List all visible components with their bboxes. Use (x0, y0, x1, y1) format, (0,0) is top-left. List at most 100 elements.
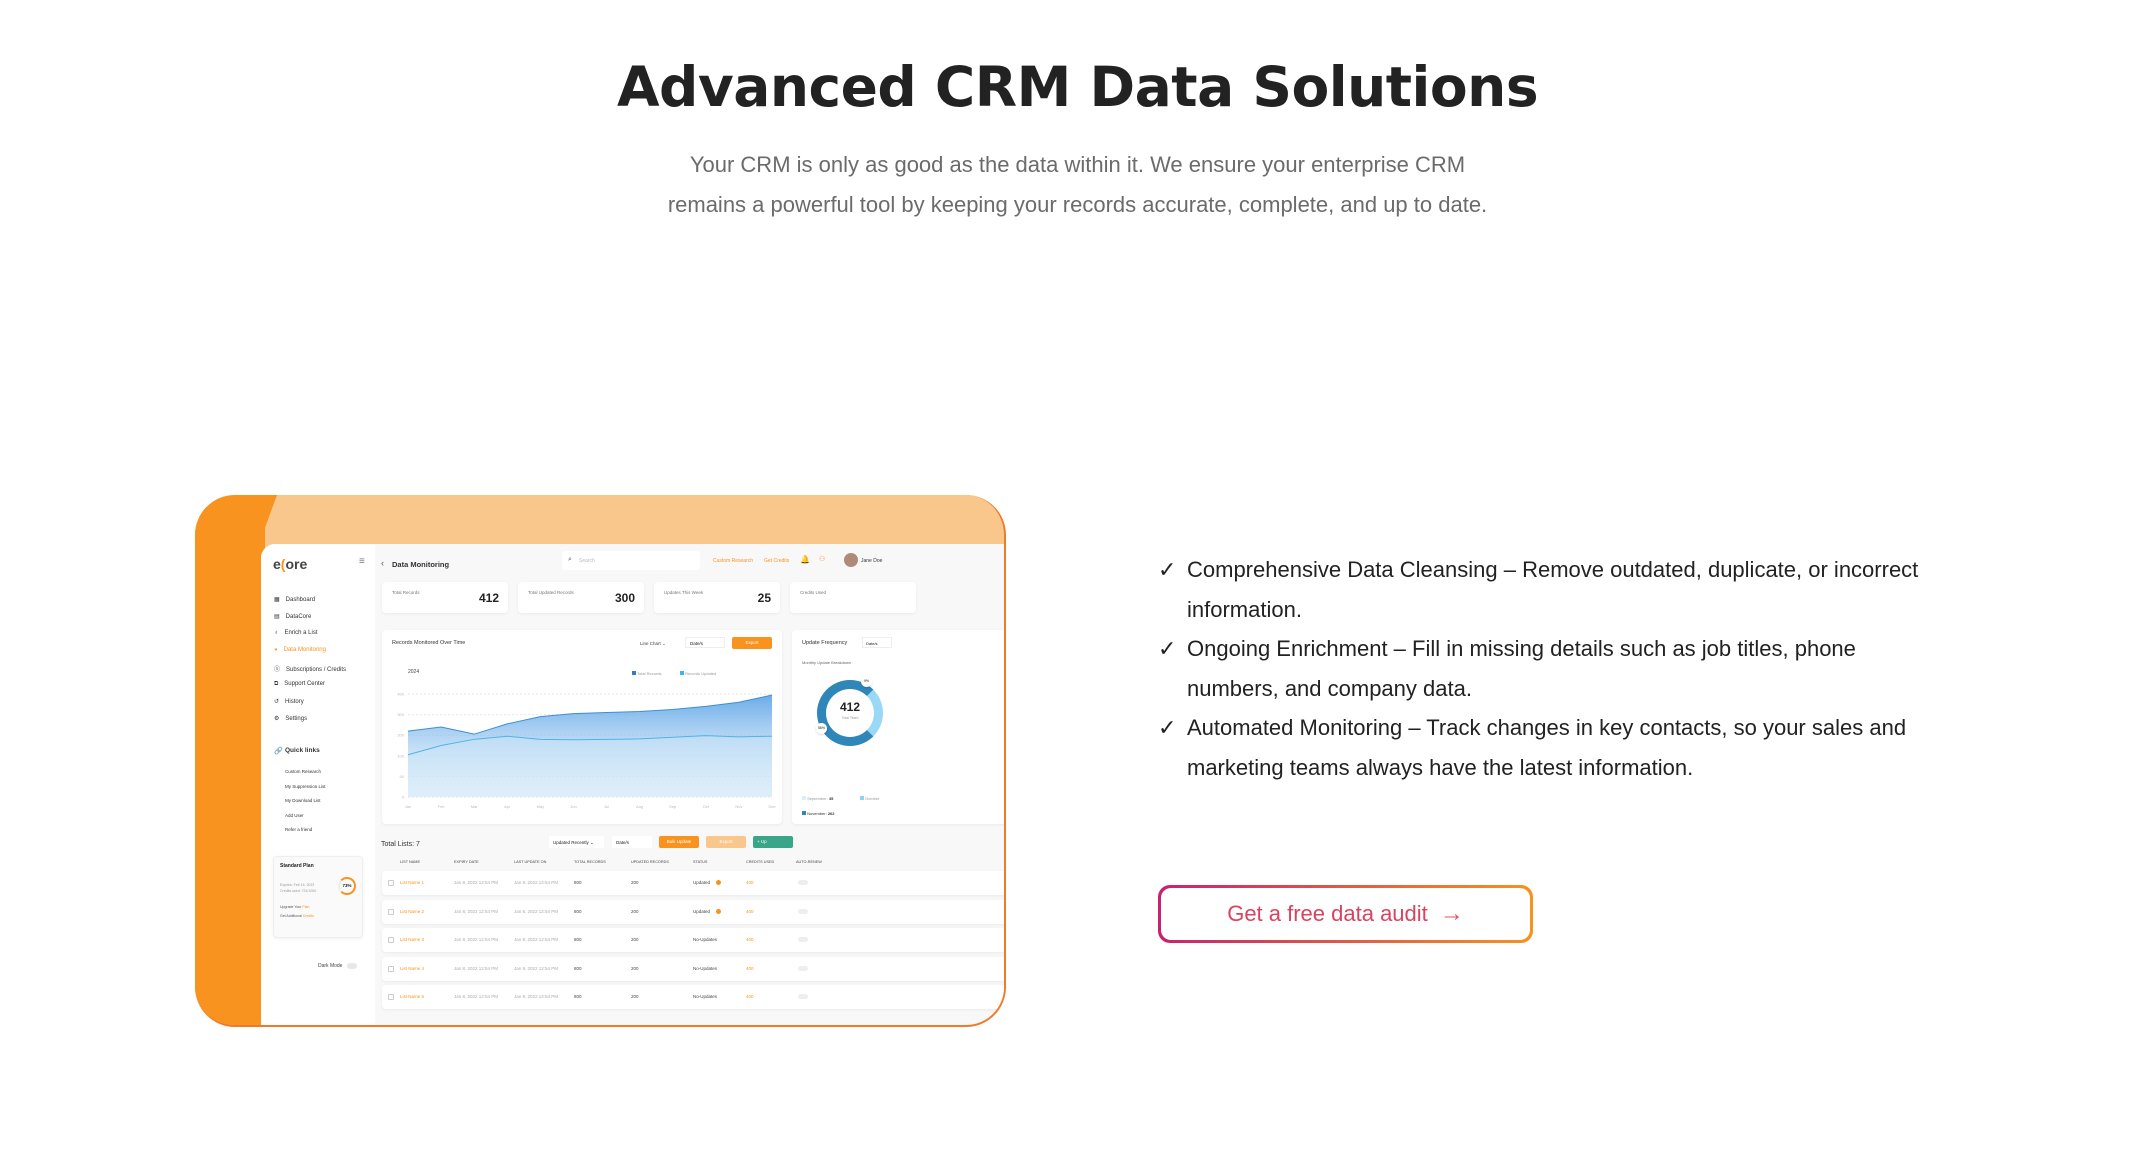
stat-label: Updates This Week (664, 590, 704, 595)
feature-text: Automated Monitoring – Track changes in … (1187, 715, 1907, 780)
bell-icon[interactable]: 🔔 (800, 555, 810, 564)
chart-type-value: Line Chart (640, 641, 661, 646)
sidebar-item-data-monitoring[interactable]: ◕ Data Monitoring (274, 647, 326, 653)
quick-link[interactable]: Add User (285, 812, 304, 818)
quick-link[interactable]: My Suppression List (285, 783, 326, 789)
dark-mode-toggle[interactable] (347, 963, 357, 969)
sidebar-item-icon: ▤ (274, 614, 280, 620)
table-cell: Jan 8, 2022 12:54 PM (454, 937, 499, 942)
sidebar-item-dashboard[interactable]: ▦ Dashboard (274, 596, 315, 603)
auto-renew-toggle[interactable] (798, 880, 808, 885)
upgrade-plan-link[interactable]: Plan (302, 905, 310, 909)
free-data-audit-button[interactable]: Get a free data audit → (1158, 885, 1533, 943)
stat-label: Total Updated Records (528, 590, 574, 595)
custom-research-link[interactable]: Custom Research (713, 558, 754, 564)
row-checkbox[interactable] (388, 937, 394, 943)
row-checkbox[interactable] (388, 994, 394, 1000)
x-tick-label: Aug (636, 804, 643, 809)
subtitle-line-2: remains a powerful tool by keeping your … (667, 192, 1488, 217)
sidebar-item-label: Data Monitoring (283, 647, 326, 653)
bulk-update-button[interactable]: Bulk Update (659, 836, 699, 848)
column-header[interactable]: TOTAL RECORDS (574, 860, 606, 864)
table-cell[interactable]: List Name 1 (400, 880, 425, 885)
table-row: List Name 5 Jan 8, 2022 12:54 PM Jan 8, 20… (382, 985, 1004, 1009)
sidebar-item-datacore[interactable]: ▤ DataCore (274, 613, 311, 620)
plan-card: Standard Plan Expires: Feb 14, 2023 Cred… (273, 856, 363, 938)
search-input[interactable]: ⌕ Search (562, 551, 700, 570)
donut-center-value: 412 (839, 700, 861, 714)
sidebar-item-label: History (285, 699, 304, 705)
row-checkbox[interactable] (388, 880, 394, 886)
table-cell: 200 (631, 908, 639, 914)
add-update-button[interactable]: + Up (753, 836, 793, 848)
auto-renew-toggle[interactable] (798, 965, 808, 971)
chart-type-select[interactable]: Line Chart ⌄ (640, 641, 666, 646)
sidebar-item-settings[interactable]: ⚙ Settings (274, 715, 307, 722)
menu-icon[interactable]: ≡ (359, 556, 365, 567)
column-header[interactable]: LIST NAME (400, 860, 420, 864)
column-header[interactable]: EXPIRY DATE (454, 860, 479, 864)
sidebar-item-history[interactable]: ↺ History (274, 698, 304, 705)
row-checkbox[interactable] (388, 965, 394, 972)
table-cell[interactable]: List Name 4 (400, 965, 425, 971)
credits-link[interactable]: Credits (302, 914, 314, 918)
table-row: List Name 3 Jan 8, 2022 12:54 PM Jan 8, 20… (382, 928, 1004, 952)
row-checkbox[interactable] (388, 908, 394, 915)
chart-card: Records Monitored Over Time Line Chart ⌄… (382, 630, 782, 824)
link-icon: 🔗 (274, 748, 283, 755)
user-icon[interactable]: ⚇ (819, 556, 826, 563)
page-title: Advanced CRM Data Solutions (616, 55, 1539, 119)
stat-card: Credits Used (790, 582, 916, 613)
table-cell: Jan 8, 2022 12:54 PM (454, 965, 499, 971)
feature-item: ✓ Ongoing Enrichment – Fill in missing de… (1158, 629, 1938, 709)
auto-renew-toggle[interactable] (798, 937, 808, 942)
column-header[interactable]: LAST UPDATE ON (514, 860, 547, 864)
frequency-subtitle: Monthly Update Breakdown (802, 660, 852, 665)
table-cell[interactable]: List Name 2 (400, 908, 425, 914)
frequency-date-input[interactable]: Date/s (862, 637, 892, 648)
column-header[interactable]: UPDATED RECORDS (631, 860, 669, 864)
table-cell[interactable]: List Name 5 (400, 994, 425, 999)
sidebar-item-enrich-a-list[interactable]: ♁ Enrich a List (274, 630, 318, 636)
quick-link[interactable]: Refer a friend (285, 827, 313, 832)
table-cell: Jan 8, 2022 12:54 PM (514, 965, 559, 971)
plan-progress-ring: 73% (338, 877, 356, 895)
table-row: List Name 1 Jan 8, 2022 12:54 PM Jan 8, 20… (382, 871, 1004, 895)
table-cell[interactable]: List Name 3 (400, 937, 425, 942)
quick-link[interactable]: Custom Research (285, 769, 322, 774)
sidebar-item-icon: ⚙ (274, 716, 280, 722)
export-button[interactable]: Export (732, 637, 772, 649)
column-header[interactable]: STATUS (693, 860, 708, 864)
sort-select[interactable]: Updated Recently ⌄ (549, 836, 604, 848)
get-credits-link[interactable]: Get Credits (764, 558, 790, 564)
table-cell: Jan 8, 2022 12:54 PM (514, 994, 559, 999)
y-tick-label: 400 (397, 692, 404, 697)
sidebar-item-subscriptions-credits[interactable]: ⓢ Subscriptions / Credits (274, 664, 346, 673)
table-export-button[interactable]: Export (706, 836, 746, 848)
total-lists-title: Total Lists: 7 (381, 841, 420, 848)
auto-renew-toggle[interactable] (798, 994, 808, 999)
quick-link[interactable]: My Download List (285, 798, 321, 803)
table-cell: 400 (746, 994, 754, 999)
avatar[interactable] (844, 553, 858, 567)
stat-label: Credits Used (800, 590, 827, 595)
sidebar-item-support-center[interactable]: ⧉ Support Center (274, 681, 325, 688)
arrow-right-icon: → (1439, 900, 1464, 927)
y-tick-label: 200 (397, 733, 404, 738)
table-cell: 800 (574, 880, 582, 885)
table-cell: Jan 8, 2022 12:54 PM (514, 908, 559, 914)
x-tick-label: Jul (604, 804, 609, 809)
auto-renew-toggle[interactable] (798, 908, 808, 914)
y-tick-label: 50 (400, 774, 405, 779)
plan-title: Standard Plan (280, 863, 314, 869)
column-header[interactable]: AUTO-RENEW (796, 860, 822, 864)
legend-november-value: 262 (827, 811, 835, 816)
table-date-input[interactable]: Date/s (612, 836, 652, 848)
back-icon[interactable]: ‹ (381, 558, 384, 568)
chart-date-input[interactable]: Date/s (685, 637, 725, 648)
update-frequency-card: Update Frequency Date/s Monthly Update B… (792, 630, 1004, 824)
column-header[interactable]: CREDITS USED (746, 860, 775, 864)
table-cell: 400 (746, 965, 754, 971)
legend-total-records: Total Records (637, 671, 662, 676)
